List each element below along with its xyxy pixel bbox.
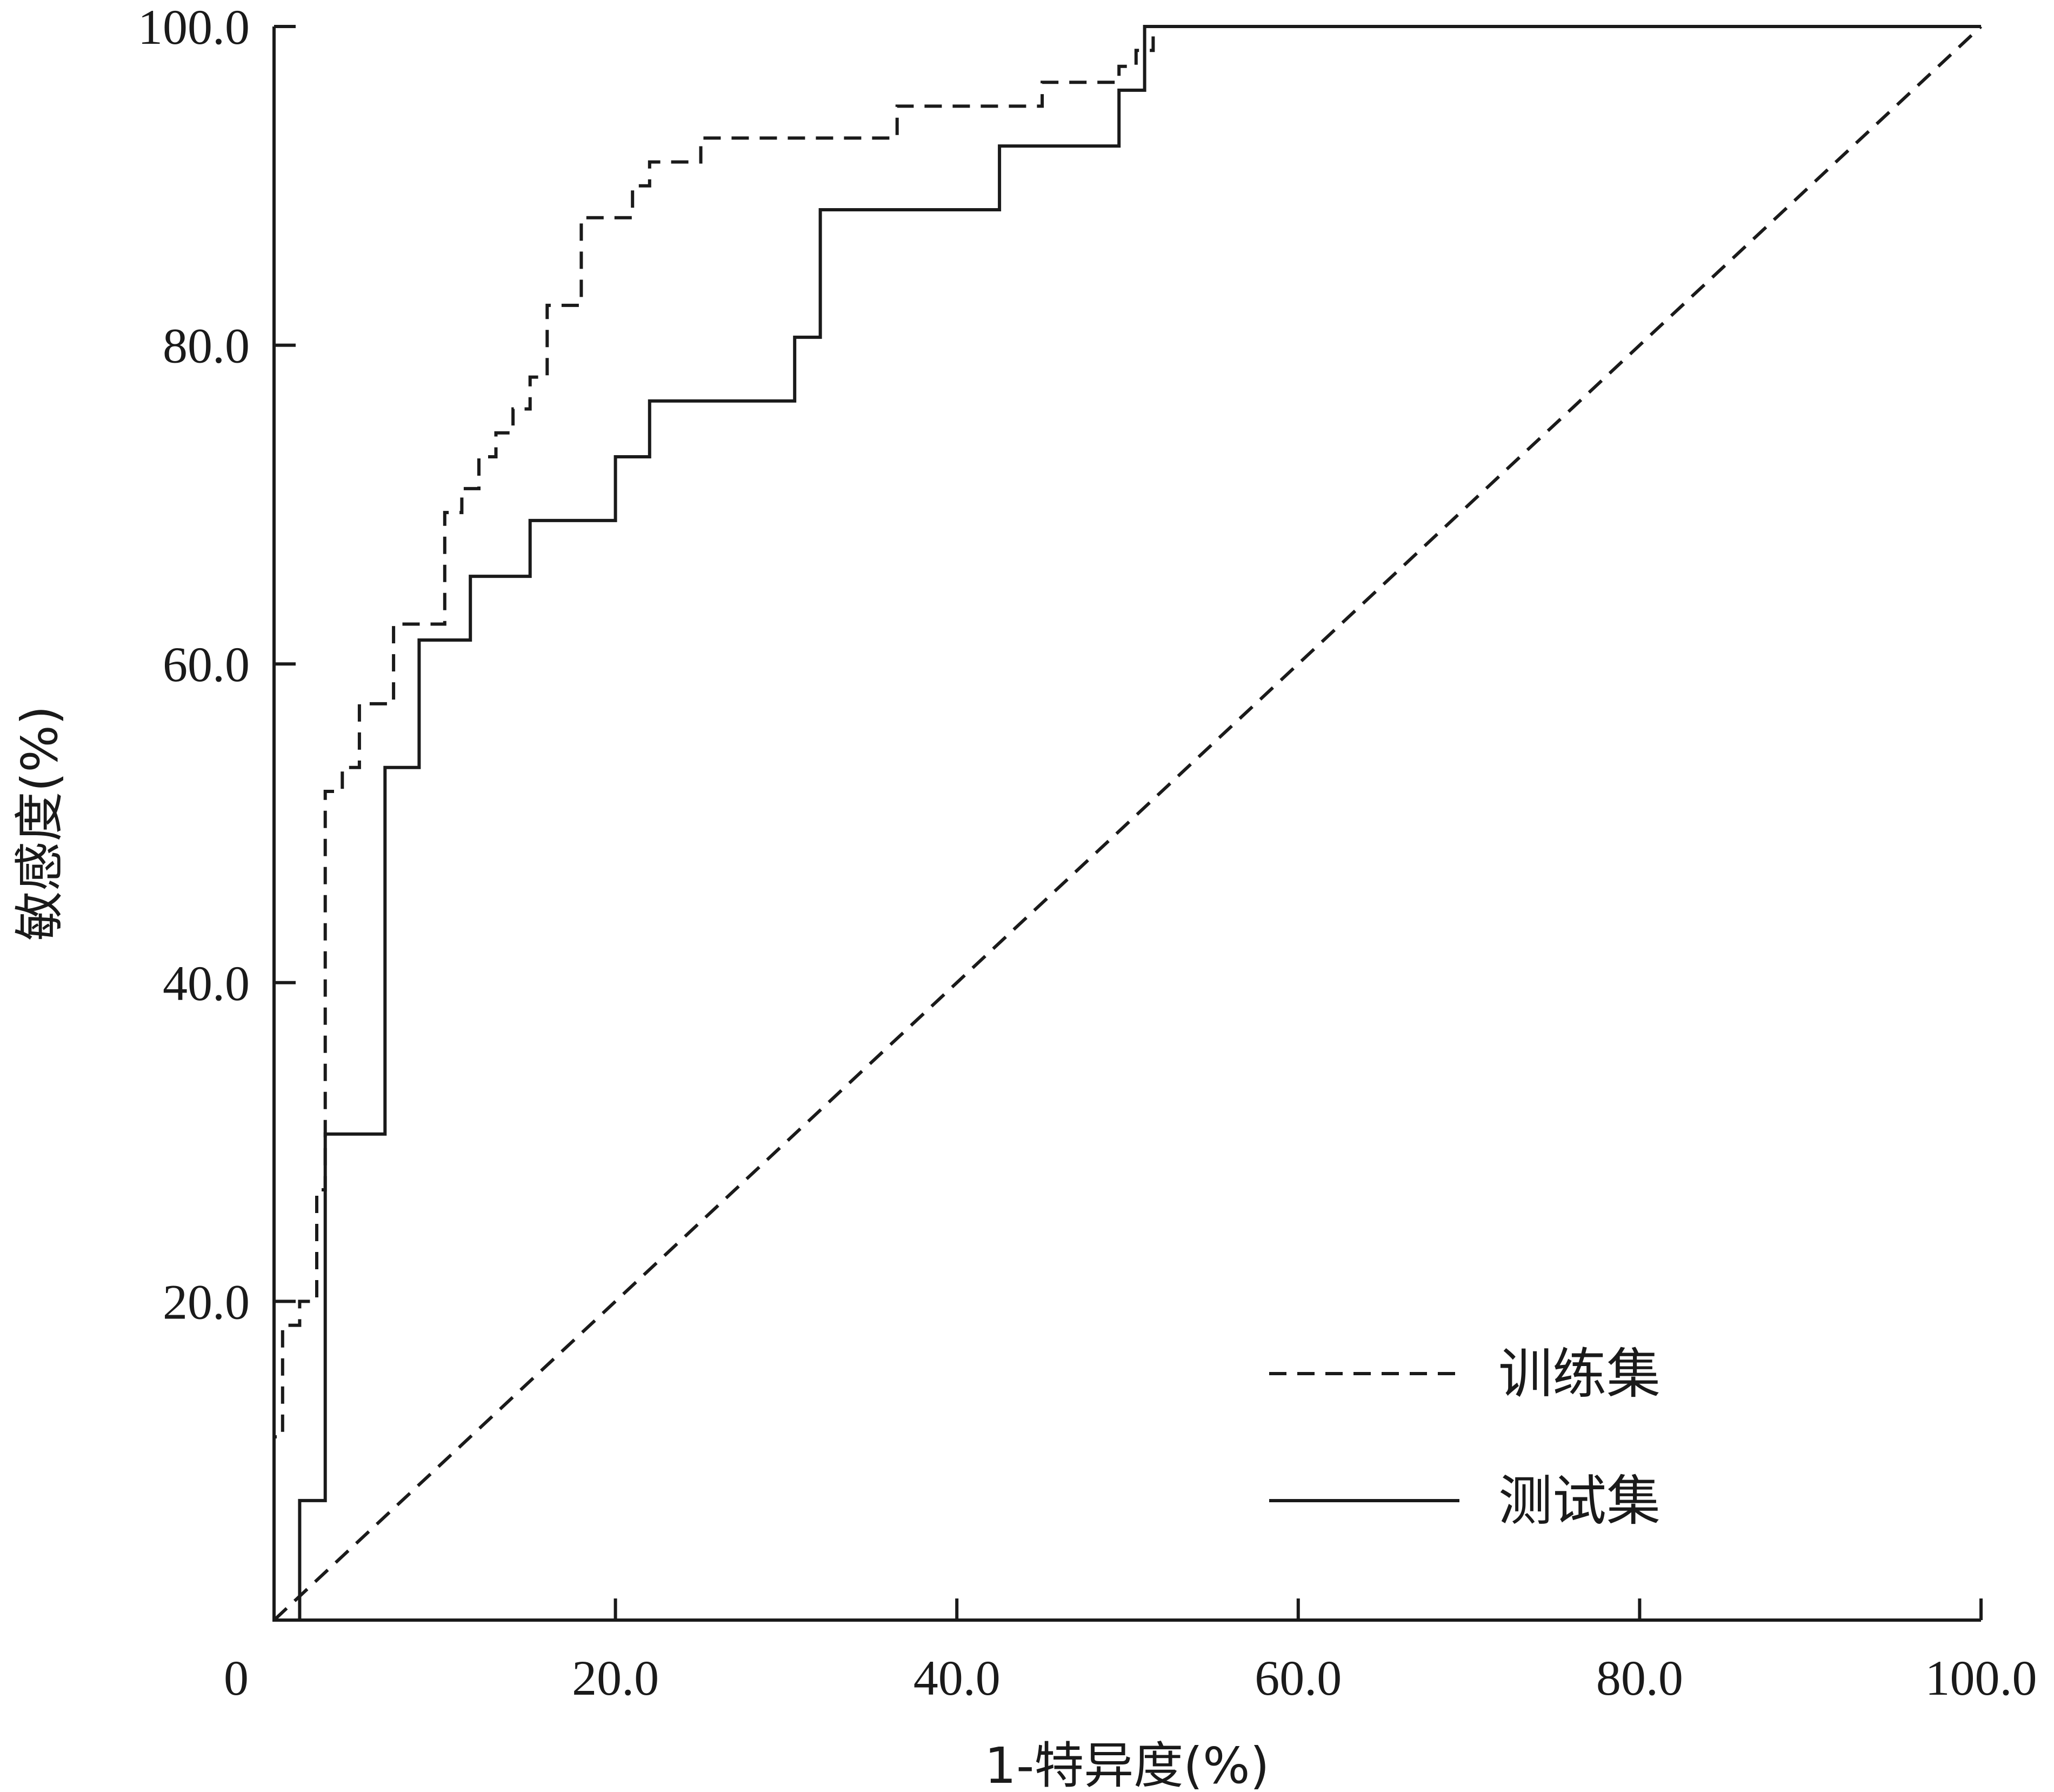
x-tick-label: 40.0 [913,1650,1001,1706]
y-tick-label: 40.0 [163,956,250,1011]
x-axis-title: 1-特异度(%) [985,1737,1270,1792]
legend: 训练集 测试集 [1269,1342,1660,1533]
x-tick-label: 60.0 [1255,1650,1342,1706]
reference-diagonal-line [272,25,1983,1622]
legend-label-train: 训练集 [1498,1342,1660,1405]
y-tick-label: 100.0 [138,0,250,55]
x-ticks: 0 20.0 40.0 60.0 80.0 100.0 [224,1598,2037,1706]
y-axis-title: 敏感度(%) [11,705,69,941]
y-tick-label: 80.0 [163,318,250,374]
x-tick-label: 20.0 [572,1650,659,1706]
series-layer [272,25,1983,1622]
x-tick-label: 80.0 [1596,1650,1683,1706]
series-line-test [274,25,1981,1622]
y-tick-label: 20.0 [163,1274,250,1329]
x-tick-label: 100.0 [1925,1650,2037,1706]
y-tick-label: 60.0 [163,637,250,692]
x-tick-label: 0 [224,1650,249,1706]
y-ticks: 20.0 40.0 60.0 80.0 100.0 [138,0,296,1329]
legend-label-test: 测试集 [1498,1469,1660,1533]
